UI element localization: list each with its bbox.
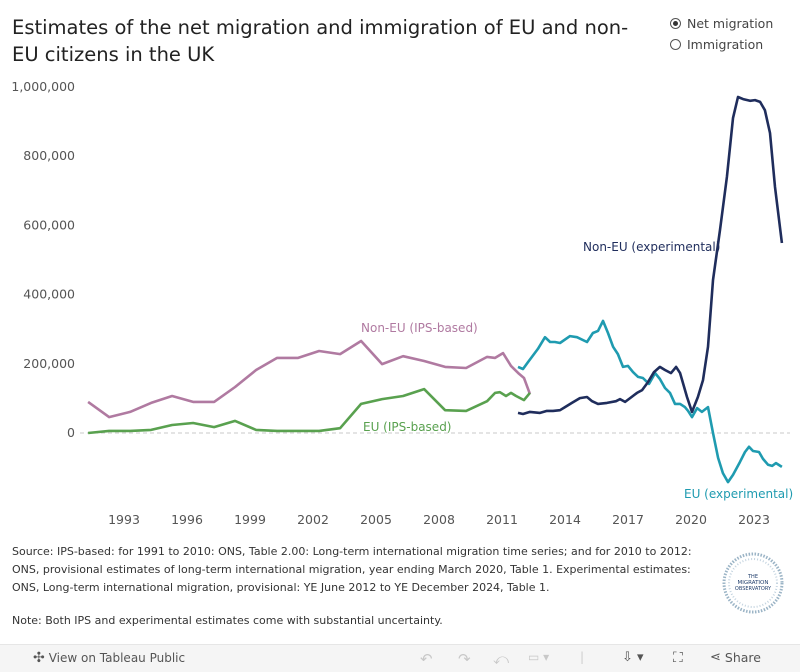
radio-label: Net migration <box>687 16 774 31</box>
download-icon: ⇩ ▾ <box>622 650 644 665</box>
chart-title: Estimates of the net migration and immig… <box>12 16 629 66</box>
fullscreen-button[interactable]: ⛶ <box>673 650 683 666</box>
series-line-eu-ips-based[interactable] <box>87 387 531 435</box>
refresh-icon: ▭ ▾ <box>528 650 550 664</box>
series-line-non-eu-experimental[interactable] <box>517 95 784 416</box>
fullscreen-icon: ⛶ <box>673 650 683 666</box>
x-tick-label: 2017 <box>612 512 644 527</box>
svg-text:THE: THE <box>747 574 758 580</box>
series-label: EU (experimental) <box>684 487 793 501</box>
series-label: EU (IPS-based) <box>363 420 452 434</box>
radio-label: Immigration <box>687 37 764 52</box>
radio-unselected-icon[interactable] <box>670 39 681 50</box>
x-tick-label: 2002 <box>297 512 329 527</box>
series-line-non-eu-ips-based[interactable] <box>87 339 532 419</box>
refresh-button[interactable]: ▭ ▾ <box>528 650 549 664</box>
y-tick-label: 600,000 <box>23 217 75 232</box>
x-tick-label: 2011 <box>486 512 518 527</box>
tableau-toolbar: ✣ View on Tableau Public ↶ ↷ ⤺ ▭ ▾ | ⇩ ▾… <box>0 644 800 672</box>
x-tick-label: 1999 <box>234 512 266 527</box>
svg-text:OBSERVATORY: OBSERVATORY <box>735 586 772 592</box>
tableau-icon: ✣ <box>33 650 45 666</box>
x-tick-label: 2023 <box>738 512 770 527</box>
x-tick-label: 1996 <box>171 512 203 527</box>
undo-button[interactable]: ↶ <box>420 650 433 668</box>
redo-button[interactable]: ↷ <box>458 650 471 668</box>
series-label: Non-EU (experimental) <box>583 240 720 254</box>
x-tick-label: 2014 <box>549 512 581 527</box>
note-text: Note: Both IPS and experimental estimate… <box>12 614 443 627</box>
view-on-tableau-button[interactable]: ✣ View on Tableau Public <box>33 650 185 666</box>
migration-observatory-logo: THE MIGRATION OBSERVATORY <box>722 552 784 614</box>
y-tick-label: 0 <box>67 425 75 440</box>
revert-button[interactable]: ⤺ <box>493 650 509 668</box>
y-tick-label: 400,000 <box>23 287 75 302</box>
x-tick-label: 2008 <box>423 512 455 527</box>
y-tick-label: 200,000 <box>23 356 75 371</box>
source-text: Source: IPS-based: for 1991 to 2010: ONS… <box>12 545 692 594</box>
series-label: Non-EU (IPS-based) <box>361 321 478 335</box>
svg-text:MIGRATION: MIGRATION <box>738 580 769 586</box>
x-tick-label: 2005 <box>360 512 392 527</box>
x-tick-label: 1993 <box>108 512 140 527</box>
x-tick-label: 2020 <box>675 512 707 527</box>
revert-icon: ⤺ <box>493 650 510 668</box>
radio-net-migration[interactable]: Net migration <box>670 13 773 34</box>
toolbar-divider: | <box>580 650 585 664</box>
series-line-eu-experimental[interactable] <box>517 319 783 484</box>
radio-selected-icon[interactable] <box>670 18 681 29</box>
share-label: Share <box>724 650 761 665</box>
y-tick-label: 1,000,000 <box>11 79 75 94</box>
measure-radio-group[interactable]: Net migration Immigration <box>670 13 773 55</box>
share-button[interactable]: ⋖ Share <box>710 650 761 665</box>
line-chart: 1,000,000 800,000 600,000 400,000 200,000 0 19… <box>11 79 793 527</box>
download-button[interactable]: ⇩ ▾ <box>622 650 644 665</box>
share-icon: ⋖ <box>710 650 721 665</box>
undo-icon: ↶ <box>420 650 433 668</box>
redo-icon: ↷ <box>458 650 471 668</box>
radio-immigration[interactable]: Immigration <box>670 34 773 55</box>
view-label: View on Tableau Public <box>48 651 186 665</box>
y-tick-label: 800,000 <box>23 148 75 163</box>
